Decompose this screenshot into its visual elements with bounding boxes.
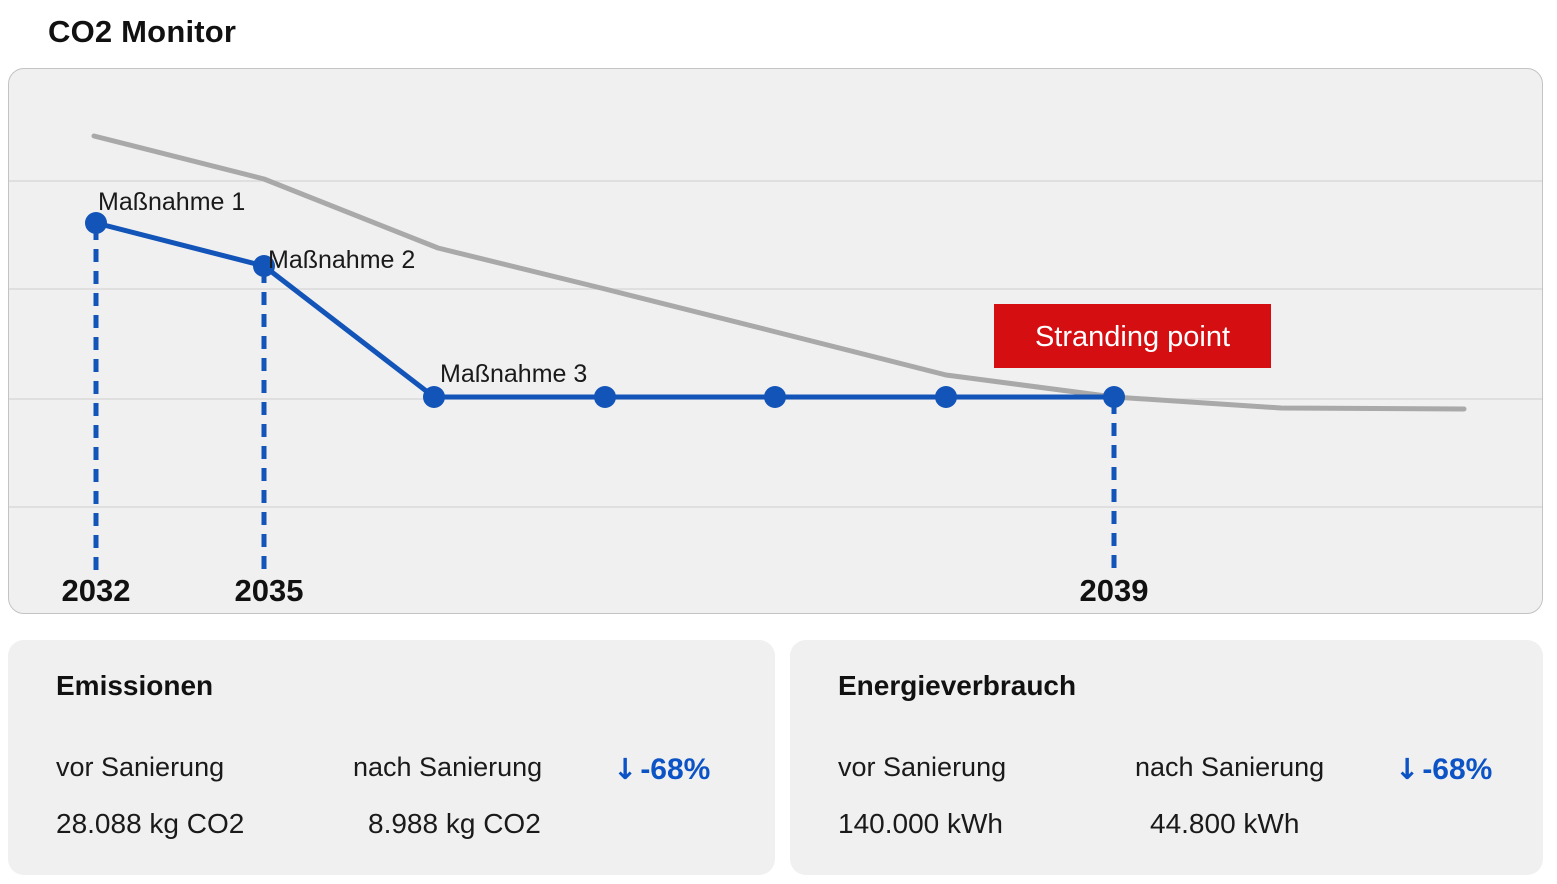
massnahmen-path-point (1103, 386, 1125, 408)
emissions-delta-badge: ↓ -68% (613, 752, 710, 787)
massnahmen-path-point (253, 255, 275, 277)
arrow-down-icon: ↓ (1395, 752, 1420, 786)
emissions-after-value: 8.988 kg CO2 (368, 808, 541, 839)
arrow-down-icon: ↓ (613, 752, 638, 786)
x-tick-label: 2039 (1080, 573, 1149, 608)
stranding-point-badge-label: Stranding point (1035, 321, 1230, 353)
measure-label: Maßnahme 3 (440, 360, 587, 388)
co2-chart-panel: Maßnahme 1 Maßnahme 2 Maßnahme 3 2032 2035 20… (8, 68, 1543, 614)
energy-after-value: 44.800 kWh (1150, 808, 1300, 839)
emissions-card-title: Emissionen (56, 670, 214, 701)
x-tick-label: 2035 (235, 573, 304, 608)
emissions-before-value: 28.088 kg CO2 (56, 808, 245, 839)
energy-card-title: Energieverbrauch (838, 670, 1077, 701)
stranding-point-badge (994, 304, 1271, 368)
co2-chart: Maßnahme 1 Maßnahme 2 Maßnahme 3 2032 2035 20… (9, 133, 1542, 608)
massnahmen-path-point (423, 386, 445, 408)
energy-before-label: vor Sanierung (838, 752, 1007, 782)
emissions-before-label: vor Sanierung (56, 752, 225, 782)
energy-delta-badge: ↓ -68% (1395, 752, 1492, 787)
emissions-card: Emissionen vor Sanierung nach Sanierung … (8, 640, 775, 875)
emissions-delta-value: -68% (640, 753, 711, 786)
massnahmen-path (93, 220, 1117, 400)
energy-before-value: 140.000 kWh (838, 808, 1003, 839)
energy-delta-value: -68% (1422, 753, 1493, 786)
reference-path (91, 133, 1467, 412)
energy-card: Energieverbrauch vor Sanierung nach Sani… (790, 640, 1543, 875)
massnahmen-path-point (85, 212, 107, 234)
measure-label: Maßnahme 1 (98, 188, 245, 216)
massnahmen-path-point (764, 386, 786, 408)
energy-after-label: nach Sanierung (1135, 752, 1325, 782)
massnahmen-path-point (935, 386, 957, 408)
x-tick-label: 2032 (62, 573, 131, 608)
page-title: CO2 Monitor (48, 14, 237, 49)
massnahmen-path-point (594, 386, 616, 408)
measure-label: Maßnahme 2 (268, 246, 415, 274)
emissions-after-label: nach Sanierung (353, 752, 543, 782)
